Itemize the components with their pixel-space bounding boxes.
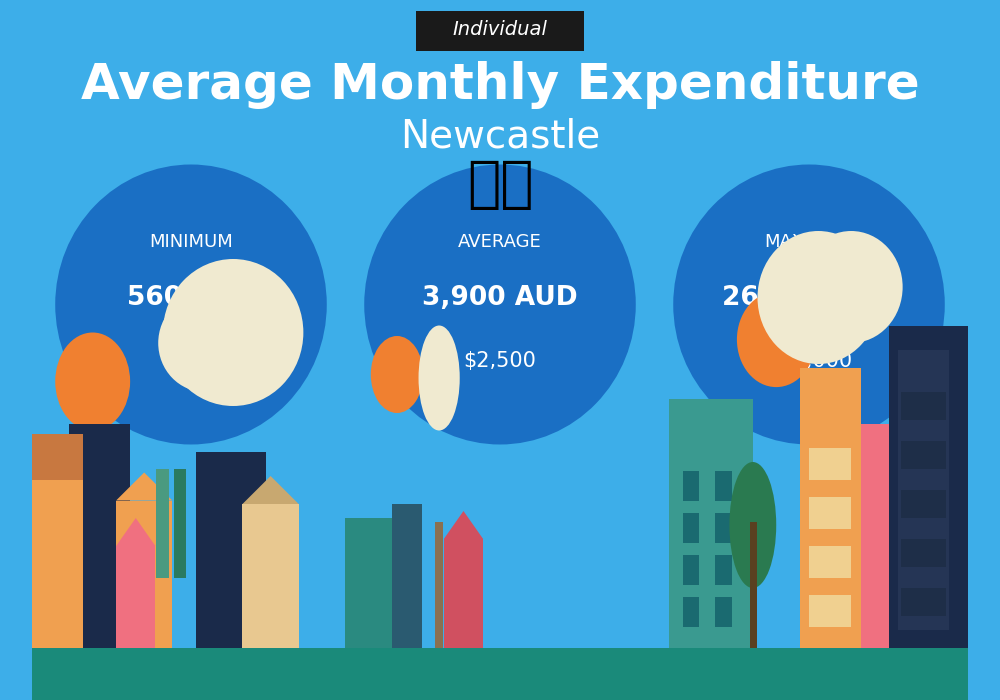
Bar (901, 490, 946, 518)
Bar (901, 441, 946, 469)
Bar (242, 504, 299, 648)
Ellipse shape (77, 349, 90, 384)
Bar (444, 539, 483, 648)
Ellipse shape (163, 259, 303, 406)
Bar (683, 555, 699, 584)
Polygon shape (242, 476, 299, 504)
Ellipse shape (73, 356, 87, 391)
Bar (69, 424, 130, 648)
Ellipse shape (760, 309, 773, 340)
Bar (32, 648, 968, 700)
Bar (435, 522, 443, 648)
Bar (837, 424, 889, 648)
Bar (809, 448, 851, 480)
Bar (715, 471, 732, 500)
Text: AVERAGE: AVERAGE (458, 232, 542, 251)
Ellipse shape (673, 164, 945, 444)
Ellipse shape (779, 309, 792, 340)
Bar (750, 522, 757, 648)
Bar (196, 452, 266, 648)
Bar (32, 480, 83, 648)
Bar (683, 471, 699, 500)
Ellipse shape (766, 305, 779, 336)
Bar (800, 368, 861, 648)
Ellipse shape (364, 164, 636, 444)
Ellipse shape (419, 326, 460, 430)
Ellipse shape (99, 356, 112, 391)
Ellipse shape (55, 164, 327, 444)
Bar (889, 326, 968, 648)
Bar (116, 500, 172, 648)
Polygon shape (444, 511, 483, 539)
Bar (901, 392, 946, 420)
Ellipse shape (783, 316, 796, 346)
Bar (683, 513, 699, 542)
Bar (669, 399, 753, 648)
Ellipse shape (729, 462, 776, 588)
Text: 560 AUD: 560 AUD (127, 284, 255, 311)
Bar (901, 539, 946, 567)
Ellipse shape (755, 324, 768, 355)
Bar (898, 350, 949, 630)
Ellipse shape (100, 364, 113, 399)
Bar (901, 588, 946, 616)
Ellipse shape (758, 231, 879, 364)
Bar (715, 513, 732, 542)
Ellipse shape (55, 332, 130, 430)
Ellipse shape (800, 231, 903, 343)
Ellipse shape (737, 292, 816, 387)
Text: Individual: Individual (453, 20, 547, 39)
Text: $17,000: $17,000 (766, 351, 852, 370)
Text: Average Monthly Expenditure: Average Monthly Expenditure (81, 62, 919, 109)
Bar (809, 546, 851, 578)
Text: $2,500: $2,500 (464, 351, 536, 370)
FancyBboxPatch shape (416, 10, 584, 51)
Bar (116, 546, 155, 648)
Ellipse shape (72, 364, 85, 399)
Text: $360: $360 (164, 351, 218, 370)
Bar (715, 555, 732, 584)
Ellipse shape (371, 336, 423, 413)
Ellipse shape (756, 316, 769, 346)
Polygon shape (116, 518, 155, 546)
Text: 26,000 AUD: 26,000 AUD (722, 284, 896, 311)
Polygon shape (116, 473, 172, 500)
Text: MINIMUM: MINIMUM (149, 232, 233, 251)
Bar (32, 434, 83, 480)
Text: 🇦🇺: 🇦🇺 (467, 158, 533, 213)
Text: Newcastle: Newcastle (400, 118, 600, 155)
Bar (715, 597, 732, 626)
Ellipse shape (785, 324, 798, 355)
Text: MAXIMUM: MAXIMUM (764, 232, 854, 251)
Bar (156, 469, 169, 578)
Ellipse shape (773, 305, 786, 336)
Bar (809, 497, 851, 528)
Ellipse shape (158, 294, 252, 392)
Bar (345, 518, 392, 648)
Bar (809, 595, 851, 626)
Ellipse shape (89, 345, 102, 380)
Ellipse shape (95, 349, 108, 384)
Ellipse shape (83, 345, 96, 380)
Bar (392, 504, 422, 648)
Text: 3,900 AUD: 3,900 AUD (422, 284, 578, 311)
Bar (174, 469, 186, 578)
Bar (683, 597, 699, 626)
